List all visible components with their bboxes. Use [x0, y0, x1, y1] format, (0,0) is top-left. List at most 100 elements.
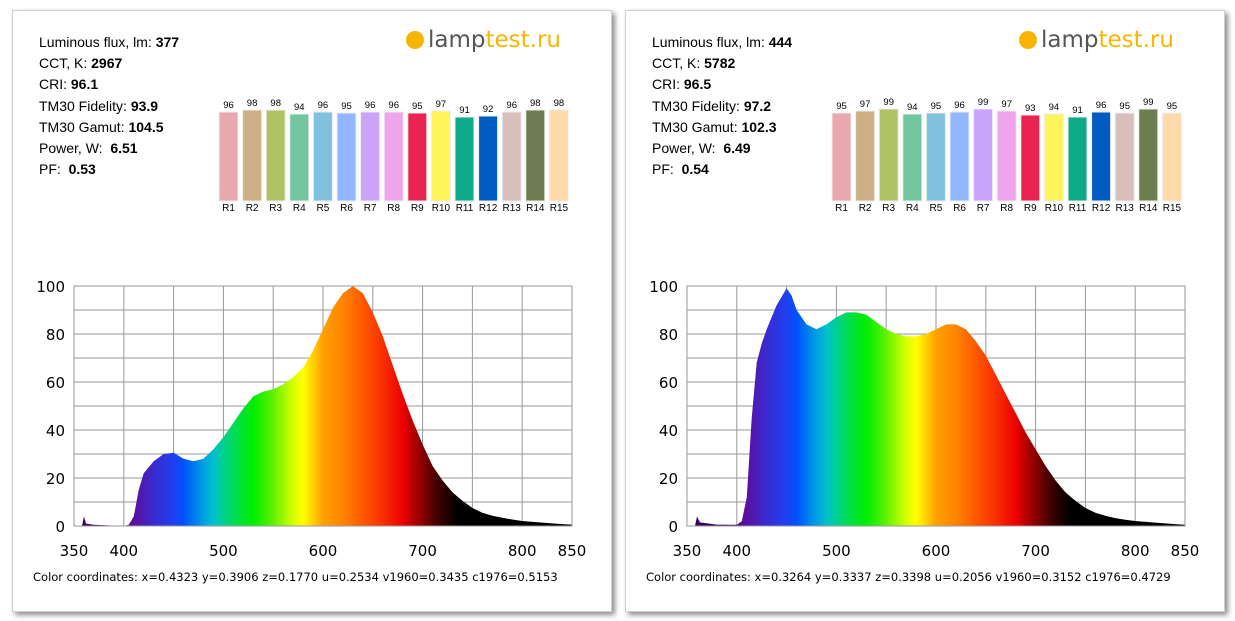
x-tick-label: 800: [508, 542, 537, 560]
cri-bar-R15: [1161, 112, 1182, 202]
stat-label: Power, W:: [652, 140, 724, 157]
cri-value-label: 99: [978, 97, 989, 108]
cri-category-label: R2: [246, 203, 259, 214]
cri-category-label: R10: [432, 203, 451, 214]
cri-bar-R14: [525, 109, 546, 202]
cri-value-label: 96: [318, 100, 329, 111]
stat-row: CCT, K: 2967: [39, 53, 179, 74]
x-tick-label: 600: [922, 542, 951, 560]
cri-value-label: 97: [860, 99, 871, 110]
cri-bar-R1: [831, 112, 852, 202]
x-tick-label: 700: [408, 542, 437, 560]
cri-value-label: 93: [1025, 103, 1036, 114]
stat-row: TM30 Fidelity: 93.9: [39, 96, 179, 117]
cri-category-label: R11: [456, 203, 474, 214]
cri-category-label: R8: [1000, 203, 1013, 214]
y-tick-label: 100: [36, 278, 65, 296]
cri-bar-R3: [878, 108, 899, 202]
cri-value-label: 96: [506, 100, 517, 111]
x-tick-label: 350: [60, 542, 89, 560]
stat-row: Luminous flux, lm: 444: [652, 32, 792, 53]
cri-bar-R5: [312, 111, 333, 202]
y-tick-label: 0: [55, 518, 65, 536]
stat-row: CCT, K: 5782: [652, 53, 792, 74]
logo-part1: lamp: [428, 27, 486, 53]
logo: lamp test.ru: [1016, 27, 1175, 53]
logo-part2: test.ru: [1098, 27, 1175, 53]
cri-category-label: R8: [387, 203, 400, 214]
cri-value-label: 96: [365, 100, 376, 111]
cri-bar-R8: [383, 111, 404, 202]
cri-bar-R10: [430, 110, 451, 202]
cri-value-label: 96: [1096, 100, 1107, 111]
chart-svg: 95 R1 97 R2 99 R3 94 R4 95 R5 96 R6 99 R7 97 R8 93 R9 94 R1…: [649, 97, 1199, 560]
stat-row: PF: 0.53: [39, 159, 179, 180]
cri-bar-R9: [1020, 114, 1041, 202]
cri-value-label: 95: [1167, 101, 1178, 112]
cri-category-label: R3: [269, 203, 282, 214]
y-tick-label: 60: [46, 374, 65, 392]
stat-value: 96.1: [70, 76, 99, 93]
y-tick-label: 80: [659, 326, 678, 344]
stat-row: CRI: 96.5: [652, 74, 792, 95]
stat-row: Power, W: 6.49: [652, 138, 792, 159]
cri-value-label: 98: [270, 98, 281, 109]
cri-category-label: R13: [503, 203, 522, 214]
cri-bar-R1: [218, 111, 239, 202]
spectrum-area: [687, 288, 1185, 526]
cri-value-label: 97: [436, 99, 447, 110]
cri-bar-R4: [902, 113, 923, 202]
stat-row: Luminous flux, lm: 377: [39, 32, 179, 53]
stat-label: Luminous flux, lm:: [652, 34, 769, 50]
cri-bar-R11: [454, 116, 475, 202]
cri-category-label: R7: [364, 203, 377, 214]
cri-value-label: 95: [1119, 101, 1130, 112]
stat-row: TM30 Gamut: 104.5: [39, 117, 179, 138]
y-tick-label: 100: [649, 278, 678, 296]
plot-frame: [686, 285, 1186, 527]
cri-value-label: 94: [907, 102, 918, 113]
spectrum-area: [74, 286, 572, 526]
logo: lamp test.ru: [403, 27, 561, 53]
x-tick-label: 850: [558, 542, 587, 560]
cri-category-label: R6: [953, 203, 966, 214]
y-tick-label: 20: [46, 470, 65, 488]
cri-bar-R6: [336, 112, 357, 202]
cri-category-label: R9: [411, 203, 424, 214]
color-coordinates: Color coordinates: x=0.4323 y=0.3906 z=0…: [33, 570, 558, 584]
cri-bar-R4: [289, 113, 310, 202]
cri-value-label: 91: [459, 105, 470, 116]
cri-category-label: R5: [317, 203, 330, 214]
cri-value-label: 95: [341, 101, 352, 112]
cri-value-label: 95: [836, 101, 847, 112]
logo-part1: lamp: [1041, 27, 1099, 53]
cri-bar-R13: [1114, 112, 1135, 202]
x-tick-label: 400: [722, 542, 751, 560]
stat-value: 444: [768, 34, 793, 50]
x-tick-label: 600: [309, 542, 338, 560]
cri-bar-R2: [855, 110, 876, 202]
cri-bar-R3: [265, 109, 286, 202]
cri-category-label: R15: [1163, 203, 1182, 214]
stat-value: 5782: [704, 55, 736, 72]
cri-bar-R12: [1091, 111, 1112, 202]
cri-bar-R13: [501, 111, 522, 202]
cri-category-label: R12: [1092, 203, 1111, 214]
cri-category-label: R1: [222, 203, 235, 214]
cri-bar-R9: [407, 112, 428, 202]
spectrum-panel-left: Luminous flux, lm: 377 CCT, K: 2967 CRI: 9…: [12, 10, 612, 612]
bulb-icon: [1016, 31, 1037, 49]
stat-label: CRI:: [39, 76, 71, 93]
cri-category-label: R4: [906, 203, 919, 214]
stat-row: PF: 0.54: [652, 159, 792, 180]
stat-label: TM30 Gamut:: [652, 118, 742, 135]
color-coordinates: Color coordinates: x=0.3264 y=0.3337 z=0…: [646, 570, 1171, 584]
cri-value-label: 96: [954, 100, 965, 111]
x-tick-label: 800: [1121, 542, 1150, 560]
y-tick-label: 0: [668, 518, 678, 536]
stat-row: TM30 Gamut: 102.3: [652, 117, 792, 138]
x-tick-label: 500: [209, 542, 238, 560]
x-tick-label: 500: [822, 542, 851, 560]
cri-bar-R6: [949, 111, 970, 202]
y-tick-label: 40: [46, 422, 65, 440]
